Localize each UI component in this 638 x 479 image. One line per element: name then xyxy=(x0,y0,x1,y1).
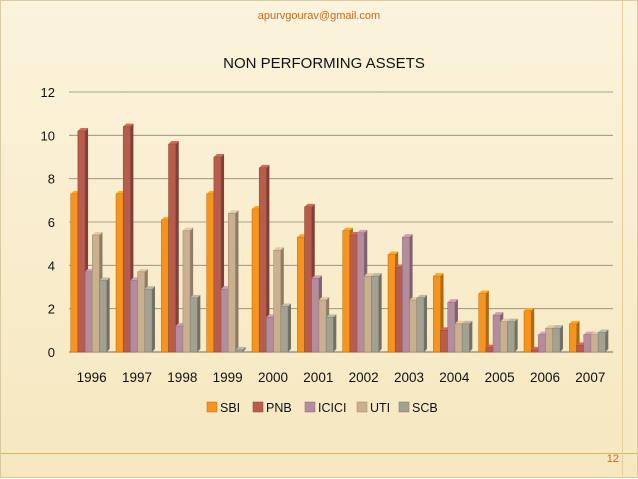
bar-scb-2006 xyxy=(552,325,563,353)
y-tick-label: 12 xyxy=(41,85,55,100)
right-margin-line xyxy=(622,1,623,477)
x-tick-label: 2003 xyxy=(394,370,424,385)
legend-swatch xyxy=(206,401,218,413)
bar-pnb-1998 xyxy=(168,141,179,353)
bar-scb-2007 xyxy=(597,329,609,353)
x-tick-label: 2005 xyxy=(485,370,515,385)
gridlines xyxy=(69,91,613,353)
legend-swatch xyxy=(252,401,264,413)
legend-swatch xyxy=(398,401,410,413)
legend-entry-uti: UTI xyxy=(356,401,390,415)
x-tick-label: 2004 xyxy=(439,370,470,385)
bar-scb-2001 xyxy=(325,314,337,353)
x-tick-label: 2000 xyxy=(258,370,288,385)
bar-sbi-2006 xyxy=(523,307,535,353)
bar-uti-1999 xyxy=(228,210,239,353)
bar-scb-1996 xyxy=(99,277,110,353)
x-tick-label: 1999 xyxy=(213,370,243,385)
bar-scb-1998 xyxy=(189,294,201,353)
x-tick-label: 2002 xyxy=(349,370,379,385)
y-tick-label: 10 xyxy=(41,128,55,143)
y-tick-label: 4 xyxy=(48,258,55,273)
bar-scb-2003 xyxy=(416,294,427,353)
x-tick-labels: 1996 1997 1998 1999 2000 2001 2002 2003 2004 2005… xyxy=(77,370,606,385)
bar-scb-1997 xyxy=(144,286,155,353)
legend-label: SCB xyxy=(412,401,438,415)
legend-label: ICICI xyxy=(318,401,346,415)
legend-entry-icici: ICICI xyxy=(304,401,346,415)
author-email: apurvgourav@gmail.com xyxy=(257,10,381,22)
y-tick-label: 0 xyxy=(48,345,55,360)
legend-entry-scb: SCB xyxy=(398,401,438,415)
legend-entry-sbi: SBI xyxy=(206,401,240,415)
legend-swatch xyxy=(356,401,368,413)
legend-label: PNB xyxy=(266,401,292,415)
legend-swatch xyxy=(304,401,316,413)
bar-pnb-2000 xyxy=(258,164,270,353)
bar-scb-2004 xyxy=(461,320,473,353)
legend-label: UTI xyxy=(370,401,390,415)
chart-title: NON PERFORMING ASSETS xyxy=(223,55,425,72)
y-tick-label: 8 xyxy=(48,172,55,187)
bar-scb-2000 xyxy=(280,303,291,353)
bars xyxy=(70,123,609,353)
x-tick-label: 2007 xyxy=(575,370,605,385)
bar-scb-2002 xyxy=(371,273,382,353)
bar-scb-1999 xyxy=(235,346,246,353)
x-tick-label: 2001 xyxy=(303,370,333,385)
x-tick-label: 2006 xyxy=(530,370,560,385)
x-tick-label: 1996 xyxy=(77,370,107,385)
bar-scb-2005 xyxy=(507,318,518,353)
y-tick-labels: 0 2 4 6 8 10 12 xyxy=(41,85,55,360)
page-number: 12 xyxy=(606,453,619,465)
y-tick-label: 6 xyxy=(48,215,55,230)
bar-sbi-2005 xyxy=(478,290,489,353)
legend-label: SBI xyxy=(220,401,240,415)
legend: SBI PNB ICICI UTI SCB xyxy=(206,401,438,415)
y-tick-label: 2 xyxy=(48,302,55,317)
x-tick-label: 1998 xyxy=(167,370,197,385)
x-tick-label: 1997 xyxy=(122,370,152,385)
legend-entry-pnb: PNB xyxy=(252,401,292,415)
footer-divider xyxy=(1,453,637,454)
